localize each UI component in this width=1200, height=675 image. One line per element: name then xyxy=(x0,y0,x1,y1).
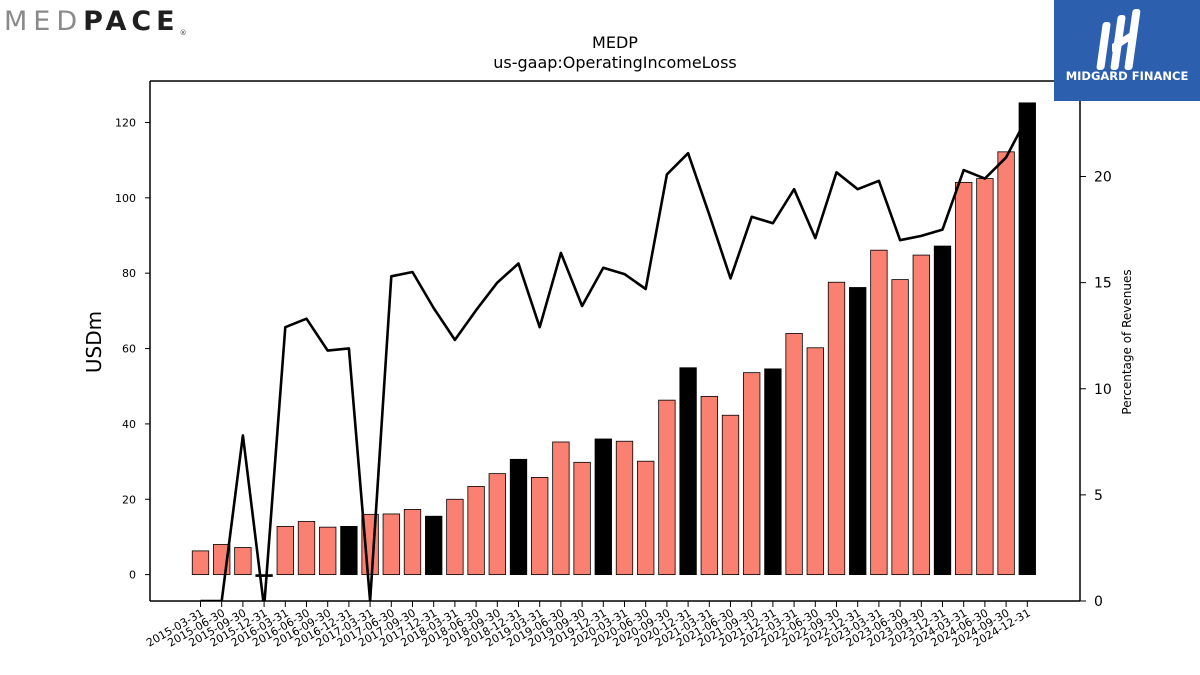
midgard-m-icon xyxy=(1096,9,1141,70)
bar xyxy=(806,347,824,576)
y-tick-label: 100 xyxy=(115,192,136,205)
bar xyxy=(637,460,655,576)
bar xyxy=(976,178,994,576)
bar xyxy=(870,249,888,576)
midgard-finance-logo: MIDGARD FINANCE xyxy=(1054,0,1200,101)
bar xyxy=(403,509,422,576)
bar xyxy=(319,526,337,576)
bar xyxy=(340,525,358,576)
bar xyxy=(255,574,273,577)
bar xyxy=(382,513,400,576)
plot-area: 020406080100120051015202015-03-312015-06… xyxy=(115,80,1112,650)
bar xyxy=(191,550,210,576)
series-line xyxy=(200,116,1029,601)
registered-mark: ® xyxy=(179,29,187,37)
y-tick-label: 20 xyxy=(122,493,136,506)
bar xyxy=(425,515,443,576)
bar xyxy=(488,473,506,576)
logo-text-light: MED xyxy=(4,6,84,37)
bar xyxy=(700,395,718,576)
bar xyxy=(446,498,464,576)
bar xyxy=(531,477,549,576)
bar xyxy=(785,333,803,576)
midgard-brand-text: MIDGARD FINANCE xyxy=(1065,69,1189,83)
y-tick-label: 80 xyxy=(122,267,136,280)
medpace-logo: MEDPACE® xyxy=(4,6,187,37)
bar xyxy=(827,281,846,576)
y2-tick-label: 15 xyxy=(1094,276,1112,292)
bar xyxy=(658,399,676,576)
y-tick-label: 40 xyxy=(122,418,136,431)
bar xyxy=(297,521,316,576)
bar xyxy=(679,367,697,576)
logo-text-bold: PACE xyxy=(83,6,180,37)
bar xyxy=(509,458,528,576)
y-axis-label: USDm xyxy=(82,311,106,373)
bar xyxy=(721,414,740,576)
bar xyxy=(849,287,867,576)
y2-tick-label: 20 xyxy=(1094,170,1112,186)
bar xyxy=(573,461,591,576)
y2-tick-label: 0 xyxy=(1094,594,1103,610)
bar xyxy=(743,372,761,576)
bar xyxy=(912,254,930,576)
bar xyxy=(594,438,612,576)
bar xyxy=(955,181,973,576)
bar xyxy=(1018,102,1036,576)
bar xyxy=(615,440,634,576)
bar xyxy=(997,151,1015,576)
bar xyxy=(234,547,252,576)
y-tick-label: 60 xyxy=(122,343,136,356)
y2-axis-label: Percentage of Revenues xyxy=(1120,269,1134,414)
bar xyxy=(891,279,909,576)
y-tick-label: 0 xyxy=(129,569,136,582)
bar xyxy=(467,486,485,576)
y-tick-label: 120 xyxy=(115,116,136,129)
bar xyxy=(276,525,294,576)
chart-subtitle: us-gaap:OperatingIncomeLoss xyxy=(493,53,737,72)
bar xyxy=(933,245,952,576)
chart-title: MEDP xyxy=(592,33,638,52)
y2-tick-label: 10 xyxy=(1094,382,1112,398)
bar xyxy=(764,368,782,576)
bar xyxy=(552,441,570,576)
y2-tick-label: 5 xyxy=(1094,488,1103,504)
